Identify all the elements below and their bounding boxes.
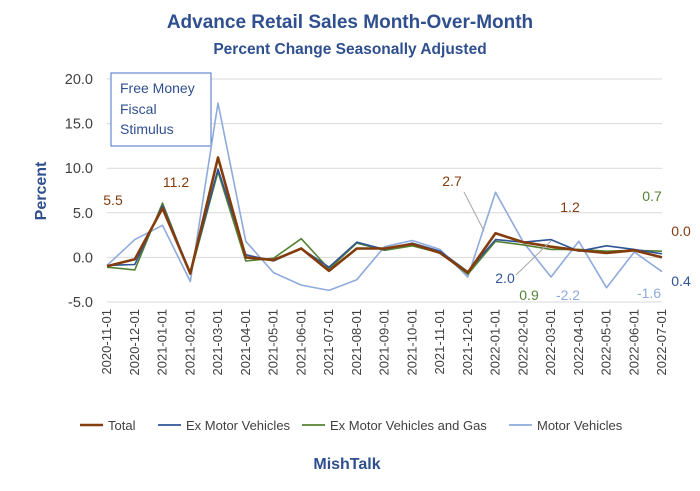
data-label: 0.4 [671,273,691,289]
data-label: 5.5 [103,192,123,208]
y-tick-label: 5.0 [73,206,93,222]
y-tick-label: 0.0 [73,250,93,266]
note-line: Stimulus [120,121,174,137]
x-tick-label: 2021-06-01 [293,309,308,376]
x-tick-label: 2021-01-01 [155,309,170,376]
source-label: MishTalk [313,456,380,473]
x-tick-label: 2021-11-01 [432,309,447,375]
series-lines [106,102,663,292]
note-box-frame [110,72,212,147]
annotation-leader [463,191,485,232]
data-label: 2.0 [495,270,515,286]
x-tick-label: 2021-08-01 [349,309,364,376]
x-tick-label: 2021-10-01 [404,309,419,376]
note-line: Fiscal [120,101,157,117]
legend-label: Motor Vehicles [537,418,623,433]
x-tick-label: 2022-01-01 [488,309,503,376]
data-label: 1.2 [560,199,580,215]
x-tick-label: 2022-07-01 [654,309,669,376]
x-tick-label: 2020-12-01 [127,309,142,376]
legend: Total Ex Motor Vehicles Ex Motor Vehicles … [80,418,623,433]
data-label: -2.2 [556,287,580,303]
y-tick-label: 10.0 [65,161,93,177]
legend-label: Ex Motor Vehicles and Gas [330,418,487,433]
series-line-motor-vehicles [106,102,663,292]
data-label: 0.0 [671,223,691,239]
x-tick-label: 2022-02-01 [515,309,530,376]
data-label: 11.2 [163,174,189,190]
x-tick-label: 2021-03-01 [210,309,225,376]
annotation-leaders [463,191,552,276]
note-box: Free Money Fiscal Stimulus [110,72,212,147]
note-line: Free Money [120,80,195,96]
x-tick-label: 2021-02-01 [182,309,197,376]
x-tick-label: 2022-06-01 [626,309,641,376]
chart-title: Advance Retail Sales Month-Over-Month [167,12,533,33]
x-tick-label: 2021-07-01 [321,309,336,376]
x-tick-labels: 2020-11-01 2020-12-01 2021-01-01 2021-02-01… [99,309,669,376]
series-line-ex-motor-vehicles-and-gas [106,171,663,276]
data-label: 0.9 [519,287,539,303]
chart-subtitle: Percent Change Seasonally Adjusted [213,41,486,58]
x-tick-label: 2021-05-01 [266,309,281,376]
data-annotations: 5.5 11.2 2.7 1.2 0.0 0.7 0.92.0 0.4 -2.2 -1.6 [103,173,691,303]
annotation-leader [515,240,552,276]
legend-label: Total [108,418,136,433]
y-tick-label: -5.0 [68,295,93,311]
x-tick-label: 2021-09-01 [377,309,392,376]
y-tick-label: 15.0 [65,117,93,133]
legend-label: Ex Motor Vehicles [186,418,291,433]
data-label: -1.6 [637,285,661,301]
y-tick-labels: 20.0 15.0 10.0 5.0 0.0 -5.0 [65,72,93,311]
x-tick-label: 2022-03-01 [543,309,558,376]
data-label: 2.7 [442,173,462,189]
series-line-total [106,156,663,275]
x-tick-label: 2021-04-01 [238,309,253,376]
y-axis-label: Percent [33,161,50,220]
data-label: 0.7 [642,188,662,204]
y-tick-label: 20.0 [65,72,93,88]
x-tick-label: 2020-11-01 [99,309,114,375]
x-tick-label: 2022-05-01 [599,309,614,376]
x-tick-label: 2021-12-01 [460,309,475,376]
x-tick-label: 2022-04-01 [571,309,586,376]
